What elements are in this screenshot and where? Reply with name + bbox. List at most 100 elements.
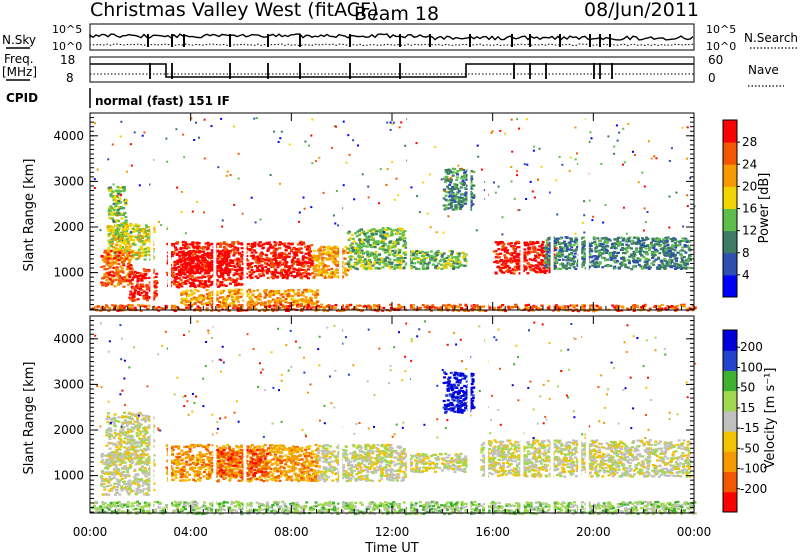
echo-cell [461,204,465,207]
echo-cell [597,249,601,252]
echo-cell [618,241,622,244]
echo-cell [501,248,505,251]
echo-cell [416,256,420,259]
echo-cell [365,231,369,235]
echo-cell [112,196,116,200]
echo-cell [672,264,676,267]
echo-cell [411,266,414,269]
echo-cell [547,248,550,251]
echo-cell [186,256,190,259]
echo-cell [144,235,148,238]
echo-cell [202,250,206,253]
echo-cell [184,253,188,256]
echo-cell [335,252,339,255]
echo-cell [426,263,430,266]
echo-cell [635,304,639,307]
echo-cell [631,304,635,307]
echo-cell [658,305,661,308]
echo-cell [621,246,624,249]
echo-cell [197,279,201,282]
echo-cell [331,259,335,262]
echo-cell [140,288,144,292]
echo-cell [657,309,661,312]
echo-region [128,268,159,302]
echo-cell [529,243,533,246]
echo-cell [566,256,570,259]
echo-cell [685,240,689,243]
echo-cell [503,250,507,253]
echo-cell [145,253,149,256]
echo-cell [119,245,122,248]
echo-cell [567,259,571,262]
echo-cell [197,245,201,248]
echo-cell [597,254,601,257]
echo-cell [208,294,212,297]
echo-cell [605,241,609,244]
echo-cell [368,258,371,261]
echo-cell [154,289,158,293]
echo-cell [277,289,281,292]
echo-cell [352,240,356,243]
echo-cell [373,256,377,260]
echo-cell [205,307,209,310]
echo-cell [347,265,351,268]
echo-cell [630,242,634,245]
echo-cell [321,262,325,265]
echo-cell [246,267,250,270]
echo-cell [285,272,289,275]
echo-cell [435,306,439,309]
echo-cell [635,247,639,250]
echo-cell [610,246,613,249]
echo-cell [522,254,526,257]
echo-cell [423,258,427,261]
echo-cell [154,294,158,297]
echo-cell [593,240,597,243]
echo-cell [510,254,514,257]
echo-cell [613,247,617,250]
echo-cell [175,252,179,255]
echo-cell [360,231,364,234]
echo-cell [388,252,392,255]
echo-cell [363,232,367,235]
echo-cell [106,253,110,256]
echo-cell [120,276,123,279]
echo-cell [351,237,355,240]
echo-cell [613,250,617,253]
echo-cell [250,273,254,276]
echo-cell [227,294,230,298]
echo-cell [306,303,310,306]
echo-cell [654,258,658,261]
echo-cell [119,265,123,268]
echo-cell [180,292,184,295]
echo-cell [249,304,253,307]
echo-cell [435,253,439,256]
echo-cell [609,258,613,261]
echo-cell [272,307,276,310]
echo-cell [200,256,204,259]
echo-cell [362,251,366,254]
echo-cell [297,294,300,297]
echo-cell [106,260,110,263]
echo-cell [366,259,370,262]
echo-cell [155,281,159,284]
echo-cell [679,264,683,267]
echo-cell [114,195,117,199]
echo-cell [691,304,695,307]
echo-cell [110,195,114,198]
echo-cell [351,250,355,253]
echo-cell [267,257,271,260]
echo-cell [528,246,532,249]
echo-cell [185,247,188,250]
echo-cell [364,267,368,270]
echo-cell [640,267,644,270]
echo-cell [121,186,125,189]
echo-cell [643,251,647,254]
echo-cell [368,266,372,269]
echo-cell [273,264,277,267]
echo-cell [499,269,503,272]
echo-cell [666,244,670,247]
echo-cell [263,290,266,293]
echo-cell [497,248,501,251]
echo-cell [343,257,347,260]
